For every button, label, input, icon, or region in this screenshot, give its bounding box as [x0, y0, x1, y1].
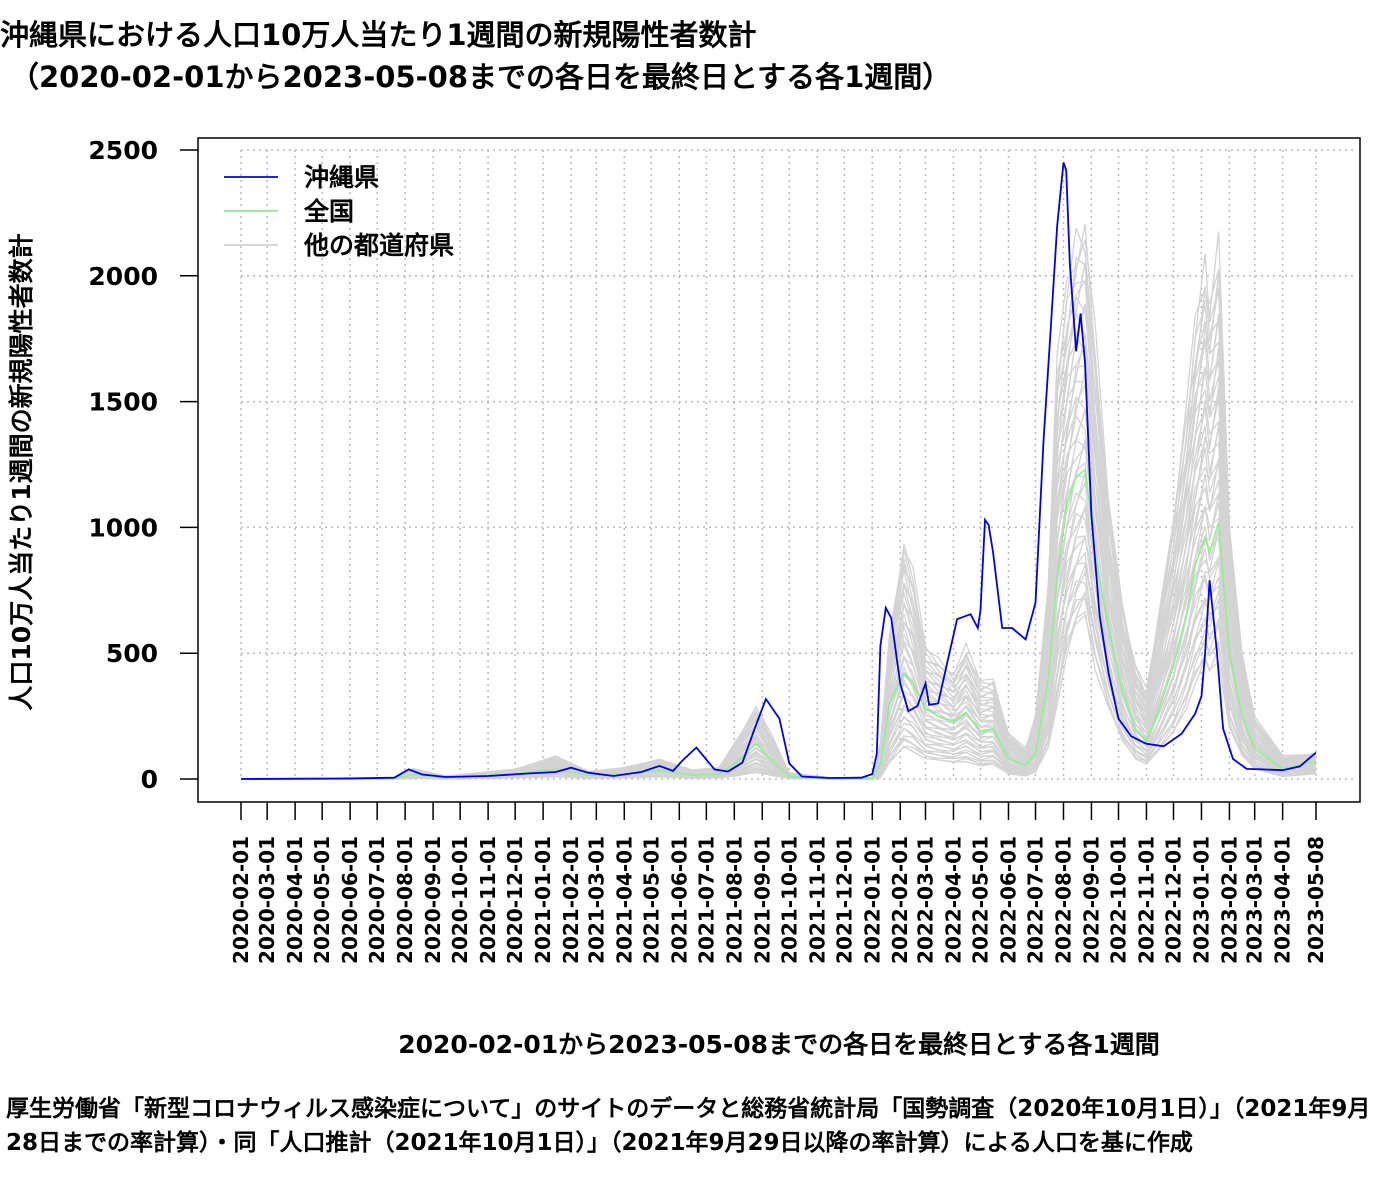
x-tick-label: 2022-10-01 [1107, 836, 1131, 964]
x-tick-label: 2021-04-01 [612, 836, 636, 964]
line-chart: 0 500 1000 1500 2000 2500 2020-02-01 2020-03-0… [7, 136, 1361, 1059]
x-tick-label: 2023-02-01 [1217, 836, 1241, 964]
x-tick-label: 2021-09-01 [750, 836, 774, 964]
x-tick-label: 2021-08-01 [722, 836, 746, 964]
x-tick-label: 2022-07-01 [1024, 836, 1048, 964]
y-tick-label: 2000 [88, 262, 158, 291]
chart-title-line1: 沖縄県における人口10万人当たり1週間の新規陽性者数計 [0, 18, 757, 52]
x-tick-label: 2022-11-01 [1135, 836, 1159, 964]
x-tick-label: 2021-11-01 [805, 836, 829, 964]
chart-title: 沖縄県における人口10万人当たり1週間の新規陽性者数計 （2020-02-01か… [0, 14, 1400, 98]
x-tick-label: 2021-06-01 [667, 836, 691, 964]
other-prefecture-lines [240, 223, 1317, 780]
x-axis-label: 2020-02-01から2023-05-08までの各日を最終日とする各1週間 [398, 1030, 1159, 1059]
x-tick-label: 2020-02-01 [229, 836, 253, 964]
x-tick-label: 2021-07-01 [694, 836, 718, 964]
legend: 沖縄県 全国 他の都道府県 [224, 163, 454, 260]
y-axis: 0 500 1000 1500 2000 2500 [88, 136, 198, 794]
y-tick-label: 500 [106, 639, 158, 668]
x-tick-label: 2020-10-01 [448, 836, 472, 964]
x-tick-label: 2022-08-01 [1052, 836, 1076, 964]
x-tick-label: 2020-09-01 [421, 836, 445, 964]
x-tick-label: 2020-06-01 [338, 836, 362, 964]
x-tick-label: 2023-01-01 [1190, 836, 1214, 964]
y-axis-label: 人口10万人当たり1週間の新規陽性者数計 [7, 233, 36, 710]
x-tick-label: 2023-05-08 [1304, 836, 1328, 964]
x-tick-label: 2021-02-01 [559, 836, 583, 964]
x-tick-label: 2022-06-01 [997, 836, 1021, 964]
legend-label-okinawa: 沖縄県 [304, 163, 379, 192]
x-tick-label: 2023-03-01 [1243, 836, 1267, 964]
x-tick-label: 2020-05-01 [310, 836, 334, 964]
y-tick-label: 0 [141, 765, 158, 794]
x-tick-label: 2020-04-01 [283, 836, 307, 964]
x-tick-label: 2020-11-01 [476, 836, 500, 964]
x-tick-label: 2020-07-01 [365, 836, 389, 964]
x-tick-label: 2022-12-01 [1162, 836, 1186, 964]
x-tick-label: 2023-04-01 [1271, 836, 1295, 964]
y-tick-label: 2500 [88, 136, 158, 165]
legend-label-national: 全国 [303, 197, 354, 226]
x-tick-label: 2020-03-01 [255, 836, 279, 964]
series-line-okinawa [240, 162, 1317, 780]
x-tick-label: 2022-01-01 [860, 836, 884, 964]
x-tick-label: 2021-10-01 [777, 836, 801, 964]
legend-label-other: 他の都道府県 [303, 231, 454, 260]
x-tick-label: 2020-08-01 [393, 836, 417, 964]
chart-title-line2: （2020-02-01から2023-05-08までの各日を最終日とする各1週間） [10, 60, 952, 94]
series-line-other-prefecture [240, 231, 1317, 780]
x-axis: 2020-02-01 2020-03-01 2020-04-01 2020-05-01… [229, 802, 1328, 964]
y-tick-label: 1000 [88, 513, 158, 542]
x-tick-label: 2022-02-01 [888, 836, 912, 964]
y-tick-label: 1500 [88, 388, 158, 417]
series-line-other-prefecture [240, 475, 1317, 780]
x-tick-label: 2022-09-01 [1079, 836, 1103, 964]
x-tick-label: 2021-03-01 [584, 836, 608, 964]
x-tick-label: 2022-05-01 [969, 836, 993, 964]
series-line-national [240, 467, 1317, 780]
x-tick-label: 2021-01-01 [531, 836, 555, 964]
x-tick-label: 2021-05-01 [639, 836, 663, 964]
source-note: 厚生労働省「新型コロナウィルス感染症について」のサイトのデータと総務省統計局「国… [6, 1096, 1371, 1156]
x-tick-label: 2022-03-01 [914, 836, 938, 964]
x-tick-label: 2020-12-01 [503, 836, 527, 964]
x-tick-label: 2022-04-01 [942, 836, 966, 964]
x-tick-label: 2021-12-01 [832, 836, 856, 964]
plot-frame [197, 137, 1361, 803]
